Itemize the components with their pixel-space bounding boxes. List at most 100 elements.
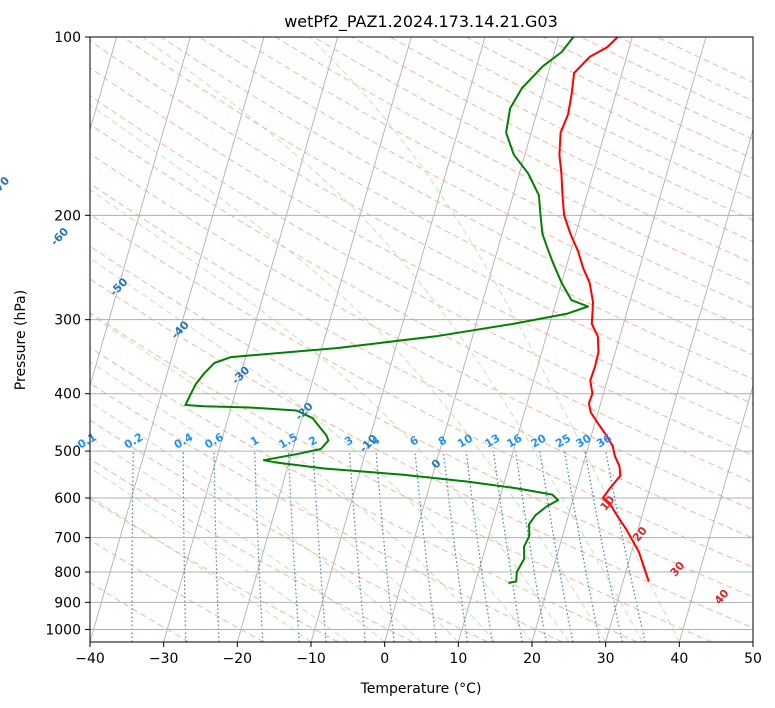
y-tick-label: 300 bbox=[54, 313, 81, 329]
mixing-ratio-label: 2 bbox=[306, 433, 319, 448]
mixing-ratio-line bbox=[539, 451, 574, 642]
profile-line-1 bbox=[558, 37, 650, 582]
mixing-ratio-line bbox=[605, 450, 646, 642]
dry-adiabat bbox=[90, 346, 638, 642]
moist-adiabat bbox=[309, 37, 680, 642]
dry-adiabat bbox=[90, 278, 753, 629]
x-tick-label: 50 bbox=[744, 651, 762, 667]
x-axis: −40 −30 −20 −10 0 10 20 30 40 50 bbox=[75, 642, 762, 667]
dry-adiabat bbox=[198, 37, 753, 332]
moist-adiabat bbox=[90, 257, 533, 642]
dry-adiabat bbox=[427, 37, 753, 200]
moist-adiabat bbox=[90, 401, 422, 642]
dry-adiabat bbox=[90, 152, 753, 511]
mixing-ratio-line bbox=[492, 451, 523, 642]
x-tick-label: −10 bbox=[296, 651, 326, 667]
plot-frame bbox=[89, 36, 754, 643]
dry-adiabat bbox=[580, 37, 753, 121]
moist-adiabat bbox=[142, 37, 643, 642]
x-axis-title: Temperature (°C) bbox=[360, 681, 482, 697]
mixing-ratio-line bbox=[213, 451, 220, 642]
isotherm-label: -20 bbox=[293, 400, 316, 424]
x-tick-label: 40 bbox=[670, 651, 688, 667]
isotherm-label: 0 bbox=[429, 456, 444, 471]
x-tick-label: 30 bbox=[597, 651, 615, 667]
moist-adiabat bbox=[90, 467, 349, 642]
mixing-ratio-label: 8 bbox=[436, 433, 449, 448]
y-tick-label: 800 bbox=[54, 565, 81, 581]
y-tick-label: 200 bbox=[54, 208, 81, 224]
isotherm-line bbox=[163, 37, 339, 642]
dry-adiabat bbox=[618, 37, 753, 102]
isotherm-line bbox=[678, 384, 753, 642]
x-tick-label: 10 bbox=[449, 651, 467, 667]
dry-adiabat bbox=[90, 312, 712, 642]
isotherm-line bbox=[90, 37, 191, 388]
dry-adiabat bbox=[466, 37, 753, 180]
moist-adiabat bbox=[90, 361, 459, 642]
dry-adiabat bbox=[90, 382, 563, 642]
y-tick-label: 1000 bbox=[45, 622, 81, 638]
mixing-ratio-line bbox=[414, 451, 437, 642]
dry-adiabat bbox=[90, 419, 488, 642]
isotherm-line bbox=[384, 37, 560, 642]
dry-adiabat bbox=[90, 182, 753, 539]
mixing-ratio-line bbox=[375, 451, 395, 642]
mixing-ratio-label: 25 bbox=[553, 432, 573, 451]
y-tick-label: 500 bbox=[54, 444, 81, 460]
moist-adiabat bbox=[90, 495, 312, 642]
isotherm-line bbox=[752, 640, 753, 642]
isotherm-line bbox=[90, 37, 265, 642]
mixing-ratio-label: 1.5 bbox=[277, 431, 300, 452]
isotherm-line bbox=[236, 37, 412, 642]
x-tick-label: −20 bbox=[223, 651, 253, 667]
dry-adiabat bbox=[90, 213, 753, 568]
mixing-ratio-label: 36 bbox=[594, 431, 614, 450]
y-axis: 100 200 300 400 500 600 700 800 900 1000 bbox=[45, 30, 90, 638]
isotherm-label: -40 bbox=[169, 318, 192, 342]
mixing-ratio-label: 20 bbox=[529, 431, 549, 450]
mixing-ratio-line bbox=[82, 451, 87, 642]
moist-adiabat-label: 40 bbox=[712, 587, 732, 607]
isotherm-line bbox=[605, 128, 753, 642]
x-tick-label: 0 bbox=[380, 651, 389, 667]
mixing-ratio-line bbox=[515, 451, 547, 642]
moist-adiabat bbox=[90, 189, 570, 642]
y-axis-title: Pressure (hPa) bbox=[13, 290, 29, 390]
dry-adiabat bbox=[656, 37, 753, 83]
x-tick-label: −40 bbox=[75, 651, 105, 667]
mixing-ratio-line bbox=[584, 450, 623, 642]
profile-line-2 bbox=[184, 37, 589, 584]
series-layer bbox=[184, 37, 650, 584]
y-tick-label: 400 bbox=[54, 387, 81, 403]
isotherm-line bbox=[457, 37, 633, 642]
mixing-ratio-label: 0.6 bbox=[203, 430, 227, 451]
mixing-ratio-label: 10 bbox=[455, 431, 475, 450]
dry-adiabat bbox=[160, 37, 753, 356]
pressure-gridlines bbox=[90, 37, 753, 630]
y-tick-label: 600 bbox=[54, 491, 81, 507]
dry-adiabat bbox=[275, 37, 753, 286]
dry-adiabat bbox=[90, 497, 339, 642]
mixing-ratio-label: 6 bbox=[408, 433, 421, 448]
mixing-ratio-label: 16 bbox=[505, 431, 525, 450]
dry-adiabat bbox=[90, 39, 753, 405]
mixing-ratio-label: 30 bbox=[574, 431, 594, 450]
mixing-ratio-line bbox=[287, 451, 300, 642]
dry-adiabat bbox=[90, 458, 414, 642]
mixing-ratio-label: 13 bbox=[482, 432, 502, 451]
dry-adiabat bbox=[237, 37, 753, 309]
dry-adiabat bbox=[542, 37, 753, 140]
isotherm-label: -70 bbox=[0, 174, 13, 198]
mixing-ratio-line bbox=[131, 451, 134, 642]
x-tick-label: −30 bbox=[149, 651, 179, 667]
moist-adiabat bbox=[90, 313, 496, 642]
dry-adiabat bbox=[122, 37, 753, 380]
y-tick-label: 700 bbox=[54, 531, 81, 547]
mixing-ratio-line bbox=[465, 451, 493, 642]
mixing-ratio-line bbox=[442, 451, 469, 642]
dry-adiabat bbox=[90, 539, 264, 642]
background-lines bbox=[82, 37, 753, 642]
mixing-ratio-line bbox=[348, 451, 366, 642]
